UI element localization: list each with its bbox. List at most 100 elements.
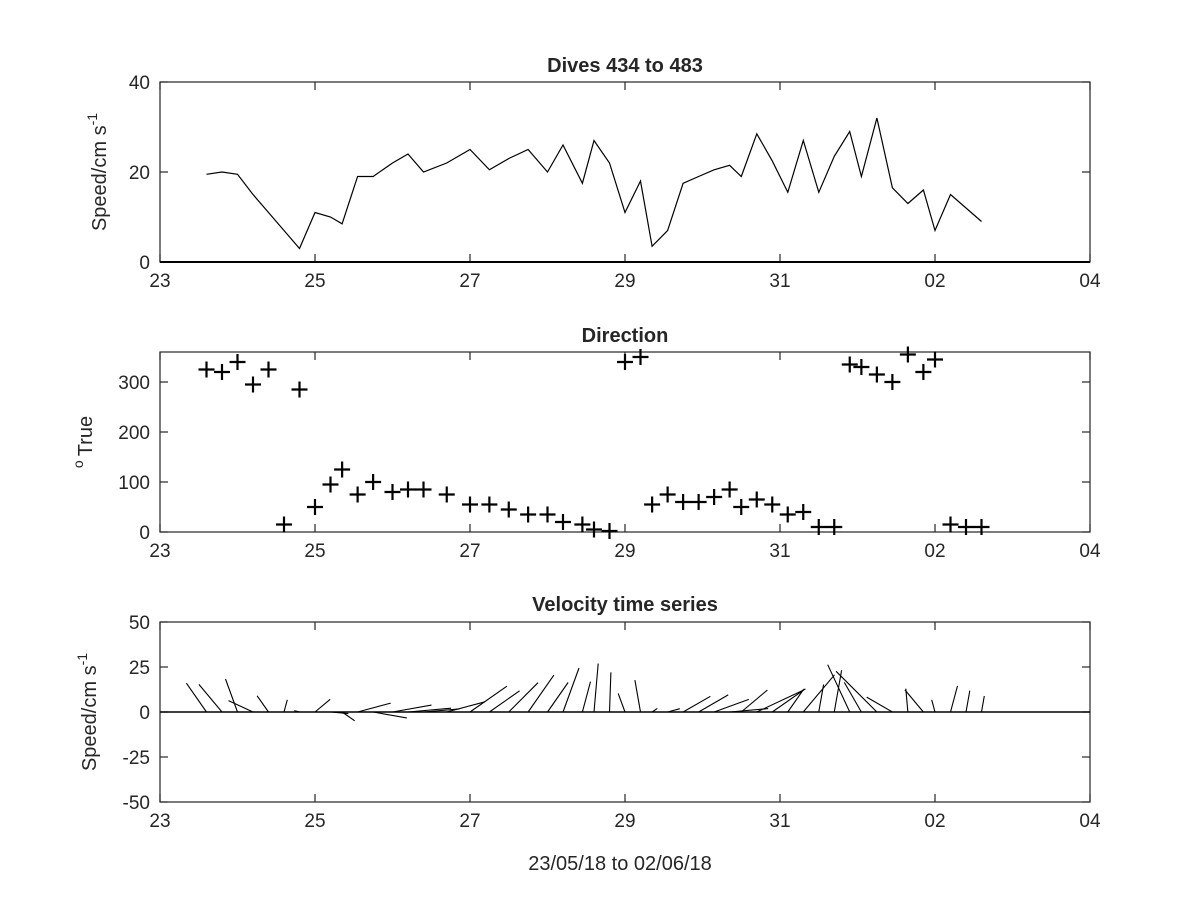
velocity-stick (373, 711, 407, 719)
velocity-x-ticks: 23 25 27 29 31 02 04 (149, 622, 1101, 832)
direction-point (779, 506, 796, 523)
velocity-x-tick-label: 27 (459, 811, 480, 832)
velocity-stick (802, 674, 835, 713)
direction-point (334, 461, 351, 478)
velocity-stick (931, 699, 936, 713)
velocity-x-tick-label: 31 (769, 811, 790, 832)
direction-point (520, 506, 537, 523)
velocity-stick (905, 688, 909, 713)
direction-point (384, 484, 401, 500)
velocity-stick (407, 707, 452, 713)
direction-point (415, 481, 432, 498)
direction-point (915, 364, 932, 380)
direction-x-tick-label: 02 (924, 541, 945, 562)
speed-x-tick-label: 31 (769, 271, 790, 292)
velocity-stick (634, 680, 642, 713)
direction-point (214, 364, 230, 380)
velocity-stick (617, 693, 626, 713)
direction-point (307, 499, 323, 515)
direction-point (365, 474, 382, 490)
velocity-stick (608, 672, 612, 713)
velocity-stick (740, 689, 768, 713)
velocity-panel: Velocity time series Speed/cm s-1 23/05/… (74, 594, 1101, 875)
velocity-stick (489, 690, 520, 713)
velocity-stick (581, 681, 592, 713)
speed-panel-title: Dives 434 to 483 (547, 55, 703, 77)
velocity-stick (827, 664, 851, 713)
velocity-y-tick-label: -50 (123, 793, 150, 814)
speed-x-tick-label: 27 (459, 271, 480, 292)
direction-point (899, 346, 916, 363)
velocity-stick (330, 711, 349, 715)
direction-point (810, 519, 827, 535)
direction-point (973, 519, 990, 535)
velocity-stick (469, 685, 508, 713)
speed-y-axis-label: Speed/cm s-1 (84, 113, 111, 231)
direction-point (438, 486, 455, 503)
direction-panel: Direction oTrue 23 25 27 29 31 02 04 0 100 200 30… (70, 325, 1101, 562)
velocity-stick (228, 700, 254, 713)
speed-y-ticks: 0 20 40 (129, 73, 1090, 274)
direction-point (260, 361, 277, 378)
direction-point (748, 491, 765, 508)
velocity-x-axis-label: 23/05/18 to 02/06/18 (528, 853, 712, 875)
velocity-y-tick-label: 25 (129, 658, 150, 679)
direction-point (276, 516, 292, 533)
velocity-stick (314, 698, 331, 713)
direction-x-tick-label: 29 (614, 541, 635, 562)
velocity-stick (508, 682, 539, 713)
direction-point (462, 496, 478, 513)
direction-point (291, 381, 308, 398)
velocity-stick (294, 710, 300, 713)
velocity-stick (682, 695, 711, 713)
direction-point (617, 354, 633, 370)
speed-x-tick-label: 02 (924, 271, 945, 292)
speed-axes-frame (159, 81, 1091, 263)
speed-line (206, 117, 982, 250)
velocity-stick (562, 667, 580, 713)
direction-y-tick-label: 300 (118, 373, 150, 394)
velocity-stick (833, 670, 843, 713)
direction-point (675, 494, 692, 510)
velocity-stick (698, 694, 729, 713)
velocity-panel-title: Velocity time series (532, 594, 718, 616)
direction-point (659, 486, 676, 503)
velocity-x-tick-label: 29 (614, 811, 635, 832)
velocity-x-tick-label: 04 (1079, 811, 1101, 832)
velocity-stick (224, 678, 239, 713)
speed-x-tick-label: 04 (1079, 271, 1101, 292)
direction-y-ticks: 0 100 200 300 (118, 373, 1090, 544)
direction-x-tick-label: 23 (149, 541, 170, 562)
velocity-stick (283, 699, 288, 713)
direction-point (555, 514, 571, 530)
velocity-stick (866, 696, 893, 713)
direction-x-tick-label: 04 (1079, 541, 1101, 562)
velocity-stick (547, 682, 569, 713)
velocity-stick (256, 695, 269, 713)
velocity-stick (904, 689, 924, 713)
direction-point (400, 481, 416, 498)
direction-panel-title: Direction (582, 325, 669, 347)
direction-point (632, 349, 649, 365)
velocity-stick (667, 708, 680, 713)
direction-point (733, 499, 750, 515)
velocity-stick (651, 707, 658, 713)
direction-point (229, 354, 246, 370)
direction-point (706, 489, 723, 505)
direction-point (601, 523, 618, 539)
velocity-stick (392, 704, 432, 713)
velocity-stick (835, 670, 878, 713)
speed-x-tick-label: 29 (614, 271, 635, 292)
velocity-stick (771, 688, 806, 713)
velocity-y-tick-label: 50 (129, 613, 150, 634)
direction-point (322, 476, 339, 493)
direction-point (721, 481, 738, 498)
direction-point (853, 359, 870, 375)
velocity-stick (949, 685, 959, 713)
direction-y-tick-label: 0 (139, 523, 150, 544)
direction-point (942, 516, 959, 533)
velocity-stick (843, 682, 862, 713)
speed-panel: Dives 434 to 483 Speed/cm s-1 23 25 27 29 31… (84, 55, 1101, 292)
direction-point (539, 506, 556, 523)
direction-point (958, 519, 974, 535)
